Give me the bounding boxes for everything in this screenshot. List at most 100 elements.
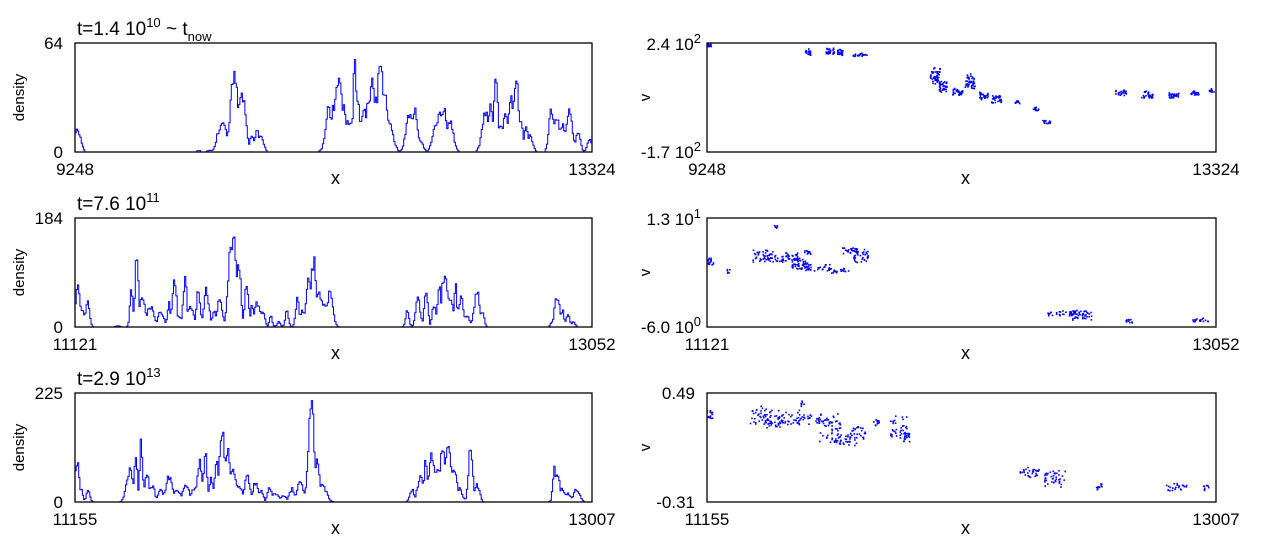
- velocity-point: [771, 409, 773, 412]
- velocity-point: [707, 43, 710, 45]
- velocity-point: [1142, 94, 1145, 97]
- velocity-point: [945, 88, 947, 91]
- velocity-point: [839, 422, 841, 424]
- velocity-point: [1048, 122, 1050, 125]
- velocity-point: [816, 422, 818, 424]
- velocity-point: [979, 96, 981, 99]
- velocity-point: [769, 253, 771, 256]
- velocity-point: [1044, 481, 1046, 483]
- velocity-point: [847, 270, 850, 272]
- velocity-point: [826, 47, 828, 50]
- velocity-point: [774, 415, 776, 418]
- velocity-point: [710, 417, 712, 420]
- velocity-point: [1125, 320, 1128, 322]
- velocity-point: [751, 417, 753, 420]
- velocity-point: [774, 226, 777, 228]
- velocity-point: [834, 420, 837, 423]
- velocity-point: [891, 434, 893, 436]
- velocity-point: [968, 76, 970, 79]
- velocity-point: [863, 432, 866, 435]
- velocity-point: [1165, 484, 1168, 487]
- velocity-point: [1035, 472, 1037, 475]
- velocity-point: [847, 251, 850, 253]
- velocity-point: [796, 263, 799, 266]
- velocity-point: [1096, 488, 1099, 491]
- velocity-point: [835, 440, 838, 442]
- velocity-point: [810, 415, 813, 417]
- velocity-point: [905, 435, 908, 437]
- velocity-point: [787, 423, 789, 426]
- velocity-point: [808, 423, 810, 425]
- velocity-point: [807, 251, 810, 254]
- velocity-point: [1083, 317, 1086, 320]
- velocity-point: [834, 270, 837, 273]
- velocity-point: [858, 433, 861, 435]
- velocity-point: [711, 411, 713, 414]
- velocity-point: [848, 440, 851, 443]
- velocity-point: [1148, 94, 1150, 97]
- velocity-point: [1027, 475, 1029, 477]
- velocity-point: [960, 92, 963, 95]
- velocity-point: [843, 443, 845, 446]
- velocity-point: [984, 97, 986, 99]
- density-line: [75, 236, 592, 327]
- velocity-point: [942, 83, 944, 85]
- velocity-point: [1069, 311, 1071, 313]
- velocity-point: [942, 82, 945, 84]
- velocity-point: [794, 254, 797, 256]
- velocity-point: [1073, 317, 1076, 319]
- velocity-point: [796, 253, 798, 256]
- velocity-point: [893, 419, 896, 422]
- velocity-point: [800, 268, 802, 270]
- velocity-point: [967, 84, 969, 86]
- velocity-point: [807, 53, 809, 55]
- velocity-point: [781, 415, 783, 417]
- velocity-point: [709, 411, 711, 413]
- velocity-point: [839, 441, 841, 443]
- velocity-point: [765, 249, 767, 252]
- velocity-point: [853, 437, 856, 439]
- velocity-point: [892, 430, 894, 432]
- velocity-point: [892, 422, 894, 425]
- velocity-point: [828, 267, 831, 269]
- velocity-point: [875, 424, 877, 427]
- x-tick-label: 11121: [685, 335, 730, 354]
- velocity-point: [936, 80, 939, 82]
- velocity-point: [833, 269, 836, 272]
- velocity-point: [841, 269, 843, 271]
- velocity-point: [762, 258, 764, 260]
- velocity-point: [902, 425, 905, 427]
- velocity-point: [838, 442, 841, 445]
- velocity-point: [757, 253, 760, 255]
- velocity-point: [726, 272, 729, 274]
- velocity-point: [1202, 485, 1205, 488]
- velocity-point: [769, 260, 772, 263]
- velocity-point: [1173, 93, 1175, 96]
- velocity-point: [960, 91, 963, 93]
- velocity-point: [973, 77, 975, 80]
- velocity-point: [807, 264, 810, 266]
- velocity-point: [1054, 479, 1057, 482]
- velocity-point: [934, 76, 937, 78]
- panel-title: t=2.9 1013: [77, 365, 161, 390]
- y-tick-exponent: 2: [694, 31, 701, 46]
- velocity-point: [1082, 313, 1085, 316]
- velocity-point: [864, 432, 867, 435]
- velocity-point: [1206, 484, 1208, 487]
- y-tick-exponent: 2: [694, 139, 701, 154]
- x-tick-label: 13007: [1192, 510, 1239, 529]
- velocity-point: [894, 422, 897, 424]
- velocity-point: [1141, 96, 1143, 99]
- velocity-point: [810, 266, 812, 269]
- velocity-point: [799, 419, 801, 421]
- velocity-point: [828, 422, 831, 425]
- velocity-point: [780, 260, 783, 262]
- velocity-point: [855, 248, 857, 251]
- velocity-point: [906, 436, 908, 439]
- velocity-point: [767, 257, 769, 260]
- velocity-point: [795, 264, 797, 266]
- velocity-point: [807, 269, 809, 271]
- y-tick-label: 184: [35, 209, 63, 228]
- velocity-point: [1087, 312, 1089, 314]
- velocity-point: [932, 80, 934, 83]
